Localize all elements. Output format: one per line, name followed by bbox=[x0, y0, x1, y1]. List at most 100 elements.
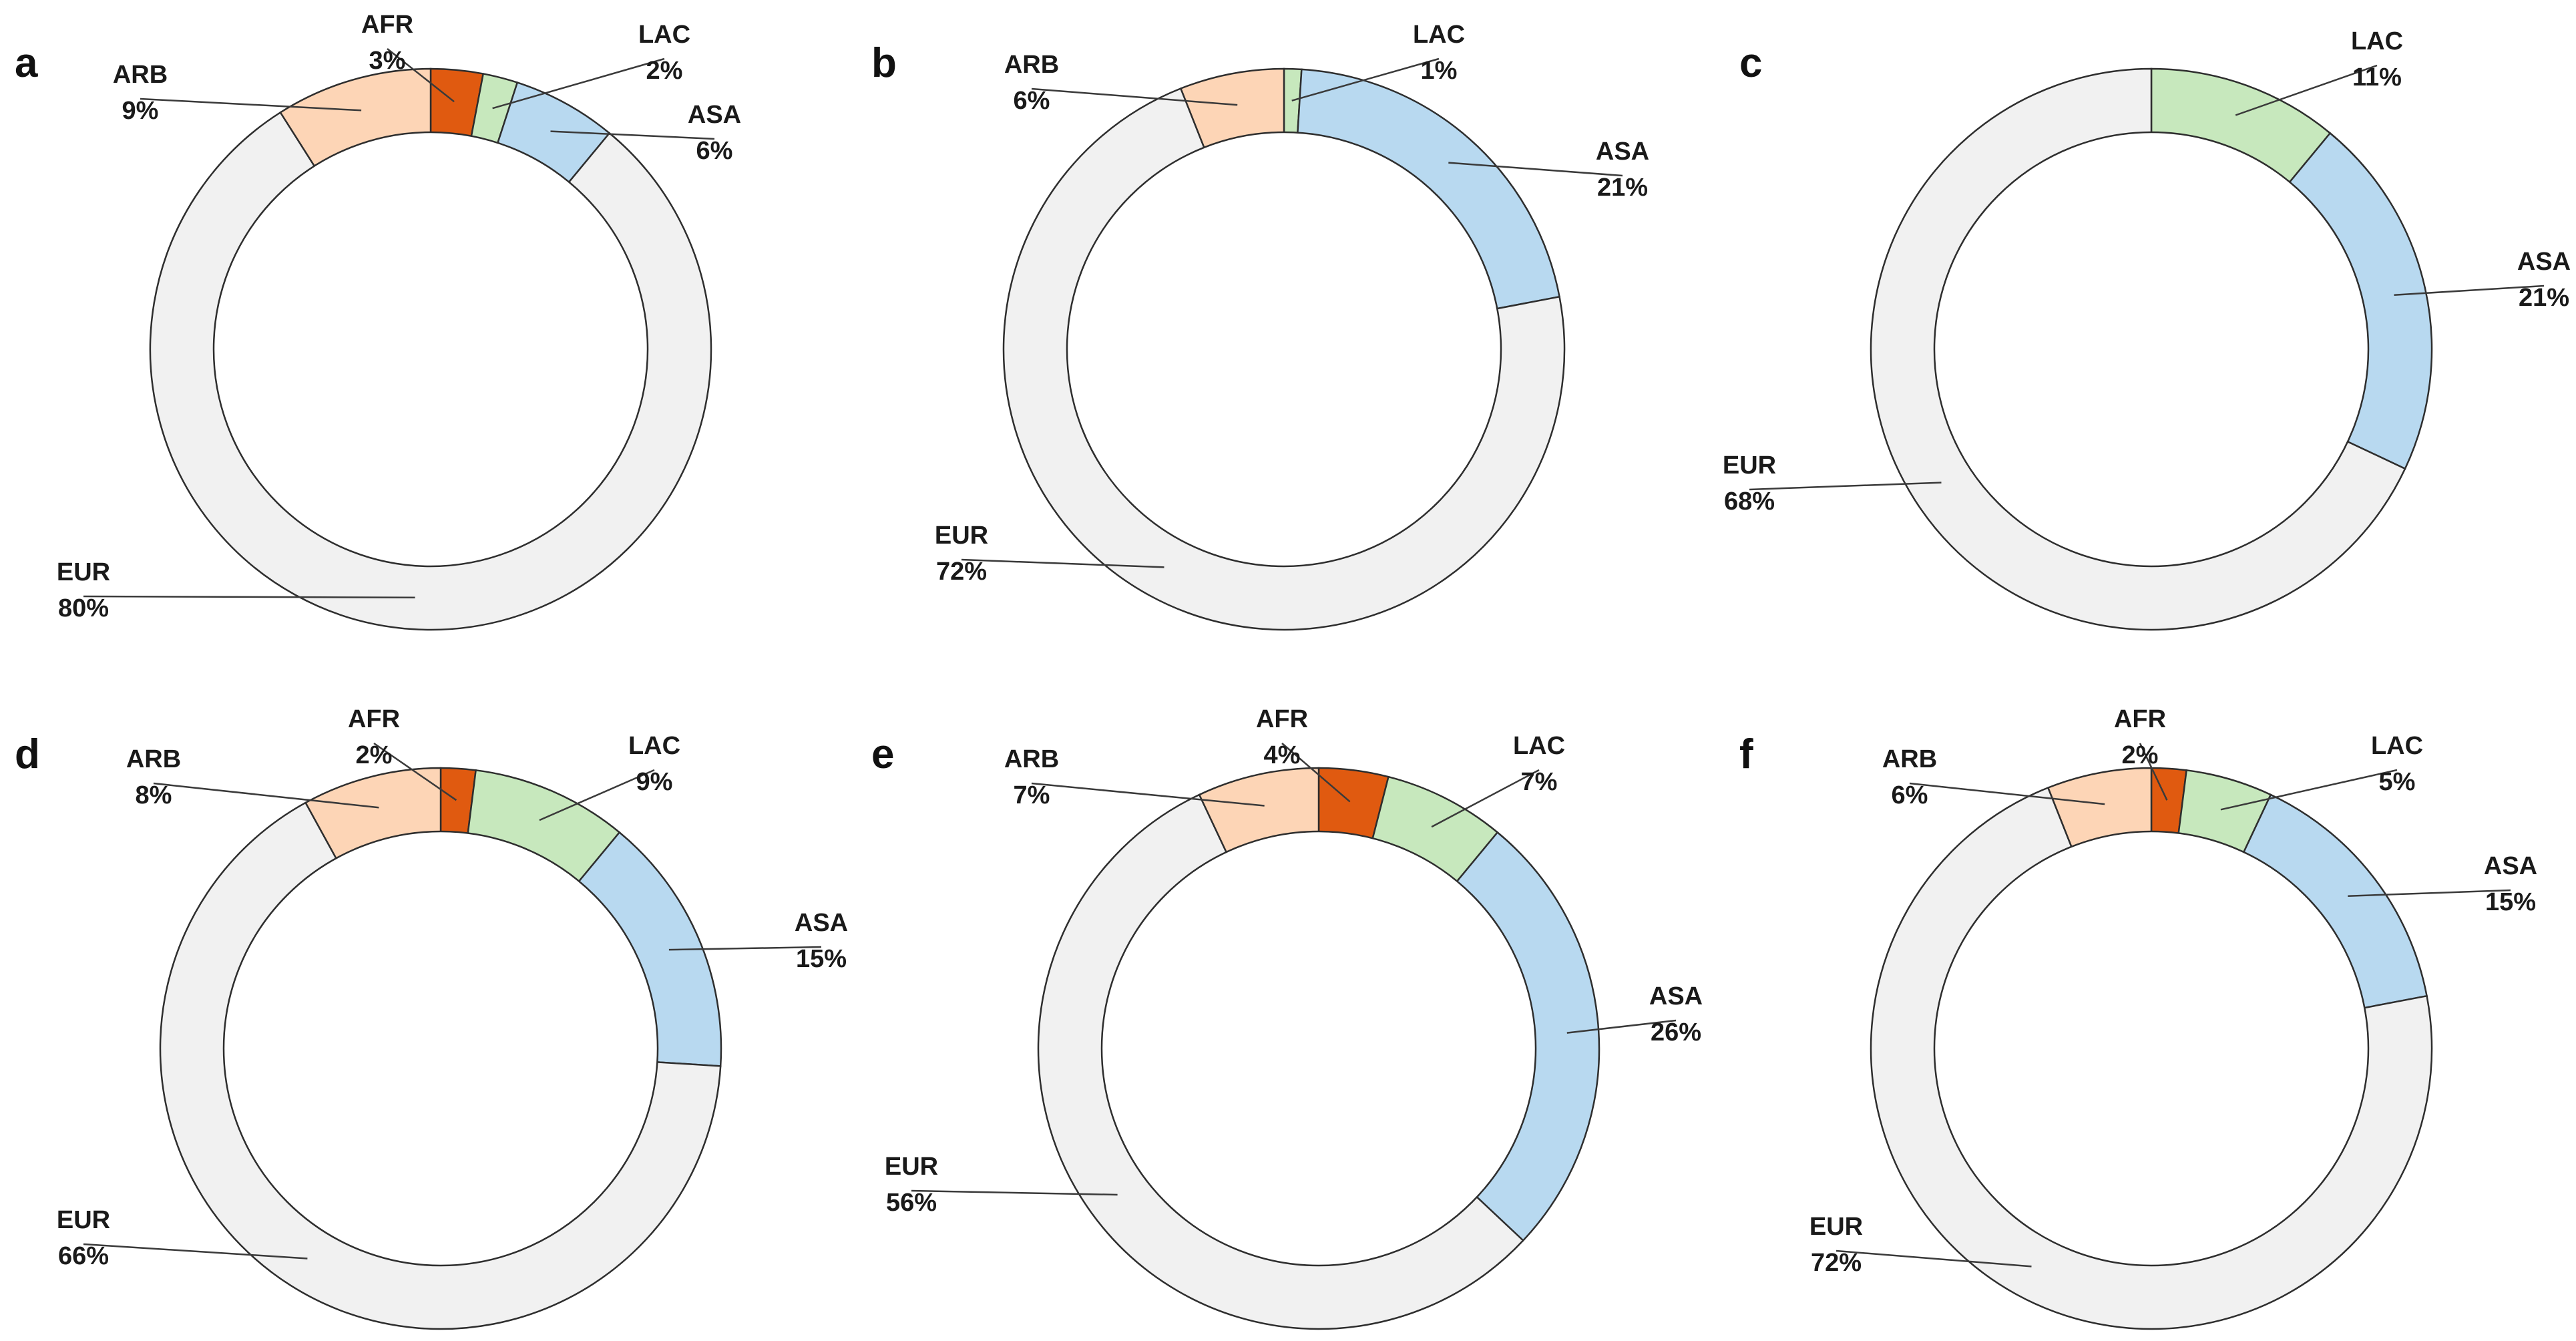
leader-line-c-lac bbox=[2235, 64, 2378, 116]
leader-line-a-asa bbox=[550, 130, 715, 140]
label-name-a-asa: ASA bbox=[688, 101, 741, 129]
donut-panel-d: d AFR 2% LAC 9% ASA 15% EUR 66% ARB 8% bbox=[15, 705, 848, 1330]
label-value-d-arb: 8% bbox=[136, 781, 172, 809]
label-name-a-arb: ARB bbox=[113, 61, 168, 89]
label-value-d-lac: 9% bbox=[636, 768, 673, 796]
label-name-c-lac: LAC bbox=[2351, 27, 2403, 55]
donut-hole-c bbox=[1933, 131, 2370, 568]
donut-panel-e: e AFR 4% LAC 7% ASA 26% EUR 56% ARB 7% bbox=[871, 705, 1703, 1330]
label-name-e-arb: ARB bbox=[1004, 745, 1059, 773]
label-name-e-lac: LAC bbox=[1513, 732, 1565, 760]
label-value-e-arb: 7% bbox=[1014, 781, 1050, 809]
leader-line-e-asa bbox=[1566, 1019, 1677, 1034]
label-value-d-asa: 15% bbox=[796, 945, 847, 973]
label-value-a-eur: 80% bbox=[58, 594, 109, 622]
panel-letter-c: c bbox=[1739, 40, 1762, 86]
leader-line-d-arb bbox=[153, 782, 379, 809]
label-value-d-eur: 66% bbox=[58, 1242, 109, 1270]
label-value-e-eur: 56% bbox=[886, 1189, 937, 1217]
label-value-c-asa: 21% bbox=[2519, 284, 2569, 312]
label-value-f-afr: 2% bbox=[2122, 741, 2159, 769]
label-value-e-asa: 26% bbox=[1651, 1018, 1701, 1046]
label-name-e-afr: AFR bbox=[1256, 705, 1308, 733]
label-name-f-asa: ASA bbox=[2484, 852, 2537, 880]
label-name-b-lac: LAC bbox=[1413, 21, 1465, 49]
label-value-a-asa: 6% bbox=[696, 137, 733, 165]
label-value-c-eur: 68% bbox=[1724, 488, 1775, 516]
label-name-f-afr: AFR bbox=[2114, 705, 2166, 733]
panel-letter-b: b bbox=[871, 40, 897, 86]
label-value-b-lac: 1% bbox=[1421, 57, 1458, 85]
leader-line-e-arb bbox=[1031, 782, 1265, 807]
label-value-f-arb: 6% bbox=[1892, 781, 1928, 809]
label-name-a-eur: EUR bbox=[57, 558, 110, 586]
label-name-f-eur: EUR bbox=[1809, 1213, 1863, 1241]
leader-line-a-afr bbox=[387, 48, 455, 103]
label-value-e-afr: 4% bbox=[1264, 741, 1301, 769]
label-name-d-lac: LAC bbox=[628, 732, 680, 760]
label-value-c-lac: 11% bbox=[2352, 63, 2402, 91]
donut-hole-b bbox=[1066, 131, 1502, 568]
label-value-d-afr: 2% bbox=[356, 741, 393, 769]
label-value-e-lac: 7% bbox=[1521, 768, 1558, 796]
leader-line-f-eur bbox=[1836, 1250, 2032, 1268]
label-name-b-asa: ASA bbox=[1596, 138, 1649, 166]
panel-letter-f: f bbox=[1739, 731, 1753, 777]
label-name-c-eur: EUR bbox=[1723, 451, 1776, 480]
label-name-f-lac: LAC bbox=[2371, 732, 2423, 760]
label-name-e-eur: EUR bbox=[885, 1153, 938, 1181]
leader-line-b-asa bbox=[1448, 162, 1623, 177]
leader-line-f-lac bbox=[2220, 769, 2398, 811]
leader-line-d-asa bbox=[668, 946, 822, 951]
donut-hole-f bbox=[1933, 830, 2370, 1267]
donut-hole-a bbox=[212, 131, 649, 568]
leader-line-d-eur bbox=[83, 1243, 308, 1260]
label-name-d-eur: EUR bbox=[57, 1206, 110, 1234]
leader-line-a-eur bbox=[83, 595, 415, 599]
panel-letter-a: a bbox=[15, 40, 38, 86]
label-name-d-arb: ARB bbox=[126, 745, 181, 773]
panel-letter-e: e bbox=[871, 731, 894, 777]
donut-hole-d bbox=[222, 830, 659, 1267]
label-value-f-lac: 5% bbox=[2379, 768, 2416, 796]
leader-line-c-eur bbox=[1749, 482, 1942, 491]
label-value-a-arb: 9% bbox=[122, 97, 159, 125]
leader-line-f-asa bbox=[2348, 889, 2511, 897]
label-name-c-asa: ASA bbox=[2517, 248, 2571, 276]
leader-line-c-asa bbox=[2394, 284, 2545, 296]
donut-hole-e bbox=[1100, 830, 1537, 1267]
leader-line-b-arb bbox=[1031, 87, 1238, 106]
label-name-d-afr: AFR bbox=[348, 705, 400, 733]
label-value-a-lac: 2% bbox=[646, 57, 683, 85]
label-value-a-afr: 3% bbox=[369, 47, 406, 75]
leader-line-a-arb bbox=[140, 98, 362, 112]
donut-panel-b: b LAC 1% ASA 21% EUR 72% ARB 6% bbox=[871, 21, 1649, 631]
donut-panel-a: a AFR 3% LAC 2%ASA 6% EUR 80% ARB 9% bbox=[15, 11, 741, 631]
label-value-b-arb: 6% bbox=[1014, 87, 1050, 115]
leader-line-a-lac bbox=[492, 57, 665, 110]
label-name-b-eur: EUR bbox=[935, 522, 988, 550]
label-value-f-eur: 72% bbox=[1811, 1249, 1862, 1277]
label-name-a-afr: AFR bbox=[361, 11, 413, 39]
leader-line-f-arb bbox=[1909, 782, 2105, 805]
panel-letter-d: d bbox=[15, 731, 40, 777]
label-name-d-asa: ASA bbox=[795, 909, 848, 937]
leader-line-d-lac bbox=[539, 769, 655, 821]
leader-line-b-eur bbox=[961, 558, 1164, 568]
leader-line-d-afr bbox=[373, 742, 457, 801]
donut-panel-c: c LAC 11% ASA 21% EUR 68% bbox=[1723, 27, 2571, 631]
leader-line-b-lac bbox=[1291, 57, 1440, 102]
leader-line-e-eur bbox=[911, 1189, 1118, 1196]
label-name-b-arb: ARB bbox=[1004, 51, 1059, 79]
leader-line-f-afr bbox=[2139, 743, 2168, 801]
label-name-f-arb: ARB bbox=[1882, 745, 1937, 773]
leader-line-e-afr bbox=[1281, 743, 1351, 803]
label-value-f-asa: 15% bbox=[2485, 888, 2536, 916]
label-name-a-lac: LAC bbox=[638, 21, 690, 49]
label-value-b-eur: 72% bbox=[936, 558, 987, 586]
label-name-e-asa: ASA bbox=[1649, 982, 1703, 1010]
donut-panel-f: f AFR 2% LAC 5% ASA 15% EUR 72% ARB 6% bbox=[1739, 705, 2537, 1330]
leader-line-e-lac bbox=[1431, 769, 1540, 828]
label-value-b-asa: 21% bbox=[1597, 174, 1648, 202]
